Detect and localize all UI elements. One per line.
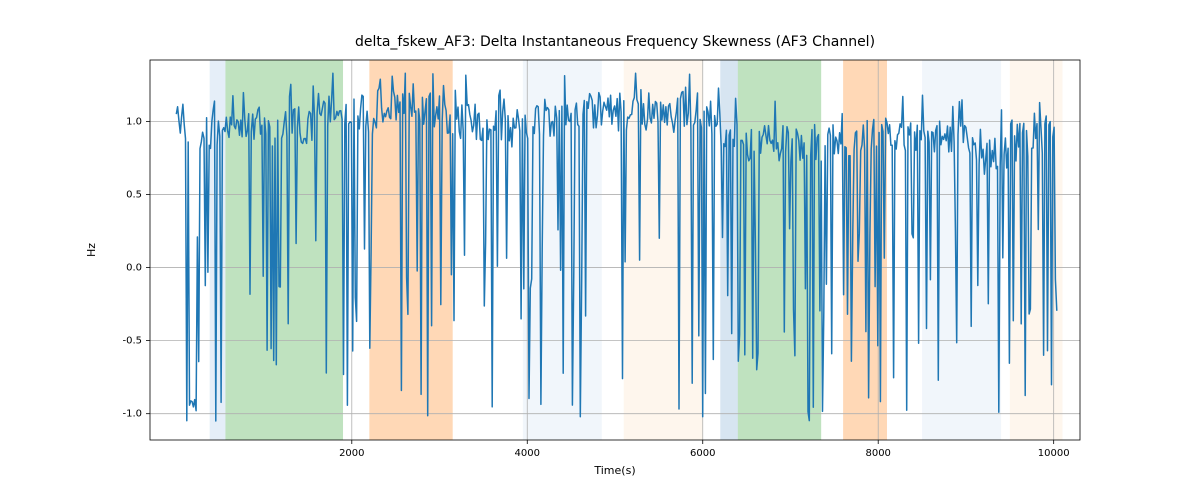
y-axis-label: Hz <box>85 243 98 257</box>
y-tick-label: 1.0 <box>126 116 142 127</box>
plot-area <box>150 60 1080 440</box>
chart-container: 200040006000800010000 -1.0-0.50.00.51.0 … <box>0 0 1200 500</box>
y-tick-label: -0.5 <box>122 336 142 347</box>
y-tick-label: 0.5 <box>126 189 142 200</box>
x-tick-label: 6000 <box>690 448 715 459</box>
x-tick-label: 8000 <box>865 448 890 459</box>
y-tick-label: -1.0 <box>122 409 142 420</box>
chart-title: delta_fskew_AF3: Delta Instantaneous Fre… <box>355 34 875 50</box>
y-tick-label: 0.0 <box>126 263 142 274</box>
shaded-spans <box>210 60 1063 440</box>
x-axis-label: Time(s) <box>593 464 635 477</box>
x-tick-label: 4000 <box>515 448 540 459</box>
x-tick-label: 2000 <box>339 448 364 459</box>
chart-svg: 200040006000800010000 -1.0-0.50.00.51.0 … <box>0 0 1200 500</box>
x-tick-label: 10000 <box>1038 448 1070 459</box>
span-region <box>738 60 821 440</box>
